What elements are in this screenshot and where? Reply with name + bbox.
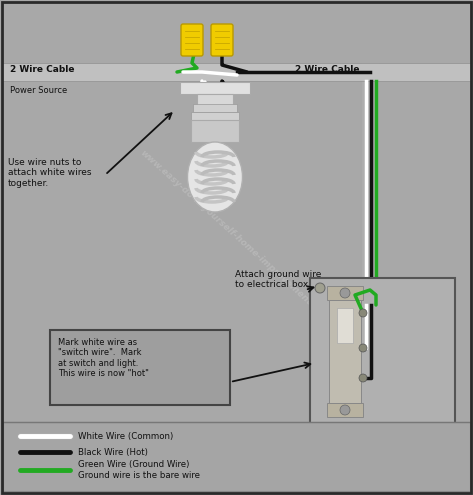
Text: 2 Wire Cable: 2 Wire Cable — [10, 65, 75, 75]
Circle shape — [340, 405, 350, 415]
Text: Attach ground wire
to electrical box.: Attach ground wire to electrical box. — [235, 270, 321, 290]
Circle shape — [359, 309, 367, 317]
Bar — [50, 330, 230, 405]
Text: Green Wire (Ground Wire)
Ground wire is the bare wire: Green Wire (Ground Wire) Ground wire is … — [78, 460, 200, 480]
FancyBboxPatch shape — [181, 24, 203, 56]
Text: Mark white wire as
"switch wire".  Mark
at switch and light.
This wire is now "h: Mark white wire as "switch wire". Mark a… — [58, 338, 149, 378]
Bar — [337, 308, 353, 343]
Text: Use wire nuts to
attach white wires
together.: Use wire nuts to attach white wires toge… — [8, 158, 91, 188]
Bar — [193, 104, 237, 112]
FancyBboxPatch shape — [211, 24, 233, 56]
Ellipse shape — [187, 142, 243, 212]
Text: www.easy-do-it-yourself-home-improvements.com: www.easy-do-it-yourself-home-improvement… — [138, 148, 335, 327]
Bar — [310, 278, 455, 425]
Bar — [197, 94, 233, 124]
Circle shape — [315, 283, 325, 293]
Text: Black Wire (Hot): Black Wire (Hot) — [78, 447, 148, 456]
Bar — [329, 300, 361, 403]
Bar — [3, 422, 470, 491]
Bar — [191, 120, 239, 142]
Bar — [180, 82, 250, 94]
Bar — [2, 63, 471, 81]
Text: White Wire (Common): White Wire (Common) — [78, 432, 173, 441]
Circle shape — [359, 374, 367, 382]
Bar — [327, 403, 363, 417]
Bar — [191, 112, 239, 120]
Circle shape — [359, 344, 367, 352]
Text: Power Source: Power Source — [10, 86, 67, 95]
Bar — [327, 286, 363, 300]
Text: 2 Wire Cable: 2 Wire Cable — [295, 65, 359, 75]
Circle shape — [340, 288, 350, 298]
